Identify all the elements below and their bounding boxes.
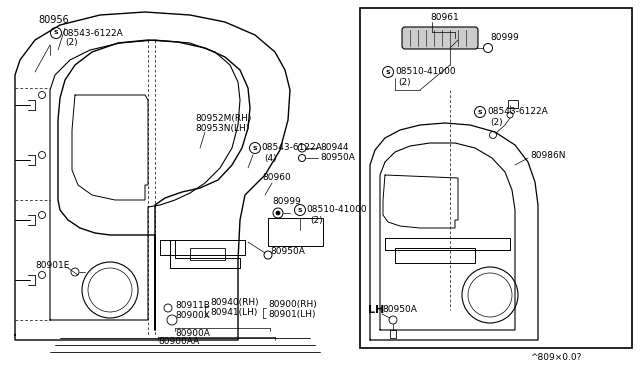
Text: 80950A: 80950A	[270, 247, 305, 257]
Text: 80960: 80960	[262, 173, 291, 183]
Text: 80901(LH): 80901(LH)	[268, 311, 316, 320]
Bar	[395, 248, 475, 263]
Text: (4): (4)	[264, 154, 276, 163]
Text: 80900A: 80900A	[175, 328, 210, 337]
Text: S: S	[386, 70, 390, 74]
Text: 08543-6122A: 08543-6122A	[487, 108, 548, 116]
Text: 08510-41000: 08510-41000	[395, 67, 456, 77]
Text: 80986N: 80986N	[530, 151, 566, 160]
Text: 80911B: 80911B	[175, 301, 210, 310]
Text: 80950A: 80950A	[382, 305, 417, 314]
Text: 80900(RH): 80900(RH)	[268, 301, 317, 310]
Text: 80952M(RH): 80952M(RH)	[195, 113, 252, 122]
Text: (2): (2)	[490, 118, 502, 126]
Text: 08543-6122A: 08543-6122A	[261, 144, 322, 153]
Text: (2): (2)	[310, 215, 323, 224]
Text: S: S	[54, 31, 58, 35]
Text: S: S	[477, 109, 483, 115]
Text: 80999: 80999	[490, 33, 519, 42]
Text: 80900X: 80900X	[175, 311, 210, 320]
Text: 80941(LH): 80941(LH)	[210, 308, 257, 317]
Text: LH: LH	[368, 305, 384, 315]
Text: 80940(RH): 80940(RH)	[210, 298, 259, 307]
Text: 08543-6122A: 08543-6122A	[62, 29, 123, 38]
Bar	[390, 330, 396, 338]
Text: 80953N(LH): 80953N(LH)	[195, 124, 249, 132]
Bar	[190, 248, 225, 260]
Text: (2): (2)	[65, 38, 77, 48]
Text: S: S	[298, 208, 302, 212]
Bar	[508, 100, 518, 108]
Text: 80950A: 80950A	[320, 154, 355, 163]
Text: 80999: 80999	[272, 198, 301, 206]
Bar	[360, 8, 632, 348]
Text: 80956: 80956	[38, 15, 68, 25]
Text: S: S	[253, 145, 257, 151]
Text: 80900AA: 80900AA	[158, 337, 199, 346]
Circle shape	[276, 211, 280, 215]
Text: 80901E: 80901E	[35, 260, 69, 269]
FancyBboxPatch shape	[402, 27, 478, 49]
Text: 80944: 80944	[320, 144, 349, 153]
Text: ^809×0.0?: ^809×0.0?	[530, 353, 581, 362]
Text: (2): (2)	[398, 77, 411, 87]
Text: 80961: 80961	[430, 13, 459, 22]
Text: 08510-41000: 08510-41000	[306, 205, 367, 215]
Bar	[268, 218, 323, 246]
